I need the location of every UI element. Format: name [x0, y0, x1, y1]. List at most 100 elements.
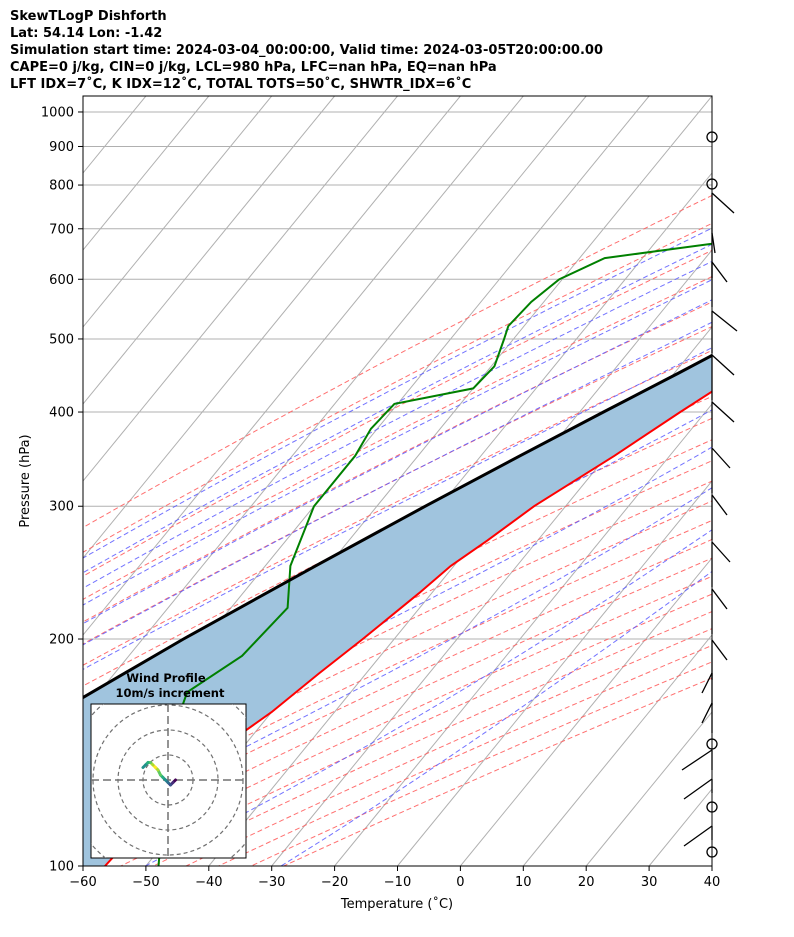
x-tick-label: −20	[321, 875, 348, 890]
wind-barb	[711, 354, 735, 400]
wind-barb-calm	[706, 178, 718, 190]
isotherm-0	[460, 557, 712, 866]
y-tick-label: 800	[49, 179, 74, 194]
wind-barb-flag	[711, 354, 735, 376]
dry-adiabat--10	[83, 249, 712, 577]
wind-barb	[701, 672, 713, 705]
y-tick-label: 900	[49, 140, 74, 155]
wind-barb-calm	[706, 801, 718, 813]
wind-barb	[711, 639, 728, 680]
wind-barb-calm	[706, 846, 718, 858]
isotherm--110	[83, 96, 398, 482]
wind-barb	[711, 232, 716, 278]
x-tick-label: −40	[195, 875, 222, 890]
hodograph-subtitle: 10m/s increment	[116, 686, 225, 700]
wind-barb	[701, 702, 713, 733]
wind-barb-calm	[706, 738, 718, 750]
x-tick-label: −10	[384, 875, 411, 890]
wind-barb	[711, 401, 735, 447]
wind-barb	[681, 749, 713, 771]
wind-barb	[711, 261, 728, 307]
isotherm-10	[522, 634, 712, 866]
y-tick-label: 200	[49, 633, 74, 648]
hodograph-inset: Wind Profile 10m/s increment	[90, 671, 247, 859]
wind-barb-flag	[711, 639, 728, 661]
isotherm--130	[83, 96, 273, 328]
y-axis-label: Pressure (hPa)	[18, 434, 33, 527]
wind-barb-flag	[711, 192, 735, 214]
isotherm--50	[145, 172, 712, 866]
isotherm--80	[83, 96, 587, 713]
mixing-ratio-0.4	[733, 96, 794, 279]
indices-line: LFT IDX=7˚C, K IDX=12˚C, TOTAL TOTS=50˚C…	[10, 77, 472, 92]
isotherm-40	[711, 865, 712, 866]
x-tick-label: −30	[258, 875, 285, 890]
x-axis-label: Temperature (˚C)	[340, 896, 453, 912]
dry-adiabat-10	[83, 301, 712, 623]
isotherm-20	[585, 711, 712, 866]
cape-line: CAPE=0 j/kg, CIN=0 j/kg, LCL=980 hPa, LF…	[10, 60, 497, 75]
isotherm--30	[271, 326, 712, 866]
x-tick-label: −50	[132, 875, 159, 890]
wind-barb	[711, 494, 728, 540]
wind-barb	[711, 447, 731, 493]
isotherm--120	[83, 96, 335, 405]
moist-adiabat--15	[83, 243, 712, 574]
isotherm--140	[83, 96, 210, 251]
moist-adiabat--20	[83, 227, 712, 559]
moist-adiabat--10	[83, 260, 712, 589]
x-tick-label: 0	[456, 875, 464, 890]
dry-adiabat-80	[83, 460, 712, 765]
hodograph-title: Wind Profile	[126, 671, 206, 685]
moist-adiabat-30	[83, 487, 712, 832]
x-tick-label: 30	[641, 875, 658, 890]
wind-barb-flag	[681, 749, 713, 771]
x-tick-label: 20	[578, 875, 595, 890]
y-tick-label: 400	[49, 406, 74, 421]
wind-barb-flag	[701, 702, 713, 724]
x-tick-label: −60	[69, 875, 96, 890]
isotherm--160	[83, 96, 84, 97]
wind-barb-flag	[701, 672, 713, 694]
y-tick-label: 500	[49, 332, 74, 347]
isotherm--10	[397, 480, 712, 866]
y-axis: 1000 900 800 700 600 500 400 300 200 100	[41, 105, 83, 875]
y-tick-label: 300	[49, 500, 74, 515]
wind-barb	[683, 825, 713, 847]
dry-adiabat-100	[83, 500, 712, 802]
wind-barb-flag	[711, 494, 728, 516]
y-tick-label: 100	[49, 860, 74, 875]
location-line: Lat: 54.14 Lon: -1.42	[10, 26, 163, 41]
wind-barb-flag	[711, 261, 728, 283]
wind-barb-flag	[711, 310, 738, 332]
x-tick-label: 10	[515, 875, 532, 890]
isotherm--100	[83, 96, 461, 559]
y-tick-label: 600	[49, 273, 74, 288]
wind-barb-flag	[711, 588, 728, 610]
wind-barb-flag	[711, 401, 735, 423]
parcel-line	[83, 353, 712, 700]
chart-title: SkewTLogP Dishforth	[10, 9, 167, 24]
time-line: Simulation start time: 2024-03-04_00:00:…	[10, 43, 603, 58]
wind-barb	[711, 541, 731, 587]
wind-barb	[711, 192, 735, 233]
data-lines	[83, 242, 712, 866]
moist-adiabat-25	[83, 446, 712, 778]
hodograph-segment	[141, 763, 147, 769]
wind-barb	[711, 310, 738, 353]
wind-barb-flag	[711, 232, 716, 254]
wind-barb-flag	[683, 825, 713, 847]
dry-adiabat-30	[83, 349, 712, 666]
chart-title-block: SkewTLogP Dishforth Lat: 54.14 Lon: -1.4…	[10, 8, 603, 93]
wind-barb-calm	[706, 131, 718, 143]
y-tick-label: 1000	[41, 105, 74, 120]
moist-adiabat--5	[83, 279, 712, 606]
temperature-line	[104, 390, 712, 866]
dry-adiabat-120	[83, 538, 712, 836]
dry-adiabat--20	[83, 222, 712, 553]
isotherm--90	[83, 96, 524, 636]
wind-barb	[683, 778, 713, 800]
isotherm--20	[334, 403, 712, 866]
wind-barb-flag	[683, 778, 713, 800]
wind-barb-flag	[711, 447, 731, 469]
